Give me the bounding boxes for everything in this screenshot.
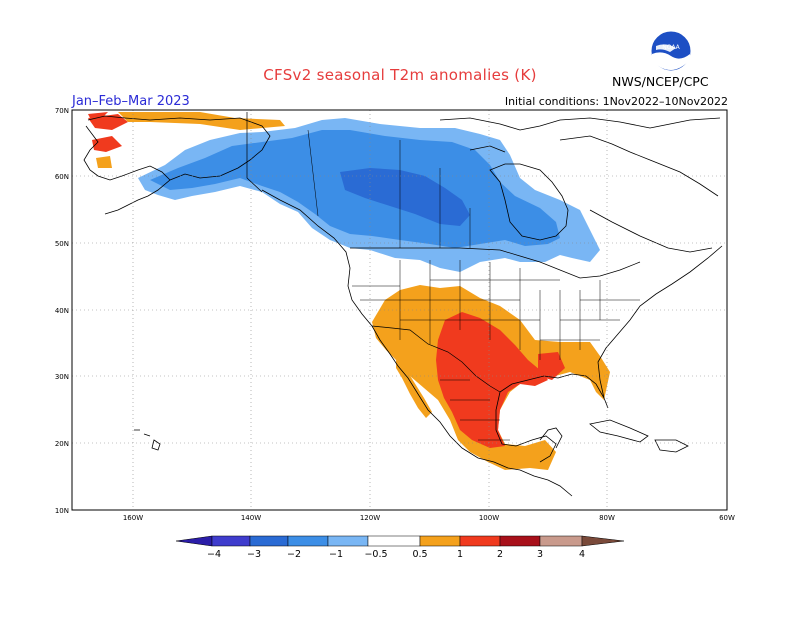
colorbar-label-m4: −4 xyxy=(207,549,221,560)
anomaly-red-gulf xyxy=(538,352,565,380)
lat-tick-30n: 30N xyxy=(55,373,69,381)
coast-hispaniola xyxy=(654,439,689,453)
colorbar-label-p3: 3 xyxy=(537,549,543,560)
lat-tick-60n: 60N xyxy=(55,173,69,181)
map-frame xyxy=(71,109,728,511)
colorbar-label-m1: −1 xyxy=(329,549,343,560)
colorbar-bin-3-4 xyxy=(539,535,583,547)
anomaly-shading xyxy=(88,112,610,470)
colorbar-arrow-high xyxy=(581,535,625,547)
border-us-mexico xyxy=(371,325,501,393)
noaa-logo-text: NOAA xyxy=(662,44,680,51)
season-label: Jan–Feb–Mar 2023 xyxy=(72,94,190,109)
colorbar: −4 −3 −2 −1 −0.5 0.5 1 2 3 4 xyxy=(175,535,625,560)
lon-tick-labels: 160W 140W 120W 100W 80W 60W xyxy=(123,514,735,522)
colorbar-bin-1-05 xyxy=(327,535,369,547)
lat-tick-10n: 10N xyxy=(55,507,69,515)
coast-alaska xyxy=(83,115,271,215)
agency-label: NWS/NCEP/CPC xyxy=(612,74,709,89)
lat-lon-grid xyxy=(72,110,727,510)
colorbar-label-p1: 1 xyxy=(457,549,463,560)
colorbar-label-p4: 4 xyxy=(579,549,585,560)
colorbar-bin-2-1 xyxy=(287,535,329,547)
anomaly-red-core xyxy=(436,312,548,448)
colorbar-arrow-low xyxy=(175,535,213,547)
colorbar-bin-1-2 xyxy=(459,535,501,547)
lat-tick-20n: 20N xyxy=(55,440,69,448)
lat-tick-70n: 70N xyxy=(55,107,69,115)
chart-title: CFSv2 seasonal T2m anomalies (K) xyxy=(263,66,537,84)
anomaly-orange-alaska xyxy=(96,112,285,168)
colorbar-bin-2-3 xyxy=(499,535,541,547)
lon-tick-80w: 80W xyxy=(599,514,615,522)
initial-conditions-label: Initial conditions: 1Nov2022–10Nov2022 xyxy=(504,95,728,108)
colorbar-bin-neutral xyxy=(367,535,421,547)
coast-quebec xyxy=(589,209,713,253)
colorbar-bin-05-1 xyxy=(419,535,461,547)
mexico-lines xyxy=(440,379,510,441)
lon-tick-160w: 160W xyxy=(123,514,143,522)
anomaly-dark-blue xyxy=(340,168,470,226)
lon-tick-140w: 140W xyxy=(241,514,261,522)
canada-lines xyxy=(307,129,471,248)
colorbar-label-m2: −2 xyxy=(287,549,301,560)
lon-tick-60w: 60W xyxy=(719,514,735,522)
lon-tick-120w: 120W xyxy=(360,514,380,522)
border-alaska-canada xyxy=(246,112,263,193)
colorbar-label-p2: 2 xyxy=(497,549,503,560)
political-borders xyxy=(246,112,641,441)
colorbar-label-m3: −3 xyxy=(247,549,261,560)
coast-west xyxy=(261,189,573,497)
lon-tick-100w: 100W xyxy=(479,514,499,522)
colorbar-label-m05: −0.5 xyxy=(364,549,387,560)
colorbar-bin-4-3 xyxy=(211,535,251,547)
colorbar-label-p05: 0.5 xyxy=(412,549,427,560)
noaa-logo-icon: NOAA xyxy=(650,30,692,72)
state-lines xyxy=(352,260,640,360)
coastlines xyxy=(83,115,723,497)
lat-tick-40n: 40N xyxy=(55,307,69,315)
coast-yucatan xyxy=(539,427,563,449)
lat-tick-50n: 50N xyxy=(55,240,69,248)
coast-arctic xyxy=(439,117,721,197)
coast-cuba xyxy=(589,419,649,443)
colorbar-bin-3-2 xyxy=(249,535,289,547)
coast-east xyxy=(597,245,723,399)
coast-hawaii xyxy=(134,429,161,451)
lat-tick-labels: 70N 60N 50N 40N 30N 20N 10N xyxy=(55,107,69,515)
coast-hudson-bay xyxy=(489,163,569,241)
